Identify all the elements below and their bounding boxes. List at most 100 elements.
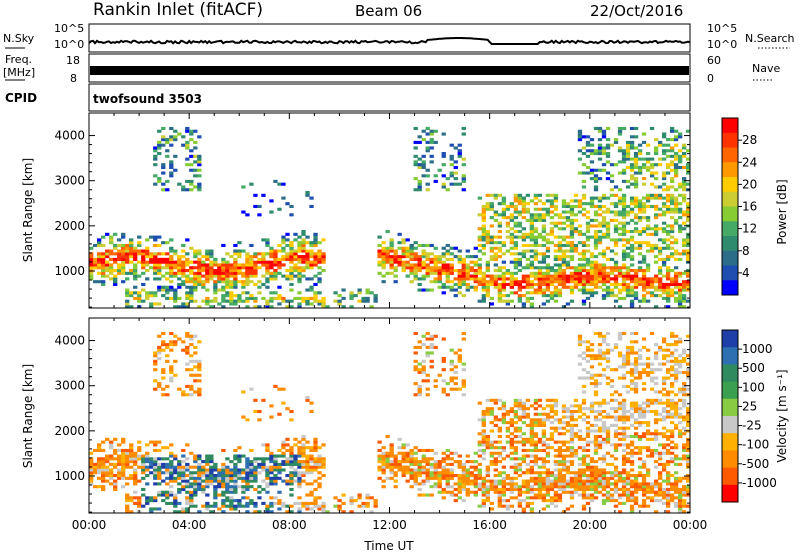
power-cell	[537, 218, 543, 222]
velocity-cell	[121, 457, 126, 461]
power-cell	[597, 266, 603, 270]
velocity-cell	[605, 479, 611, 483]
power-cell	[309, 263, 314, 267]
power-cell	[425, 252, 430, 256]
velocity-cell	[561, 465, 567, 469]
velocity-cell	[497, 398, 502, 402]
power-cell	[161, 288, 166, 292]
velocity-cell	[497, 499, 502, 503]
power-cell	[645, 232, 651, 236]
power-cell	[165, 288, 170, 292]
power-cell	[657, 285, 663, 289]
power-cell	[405, 249, 410, 253]
velocity-cell	[197, 373, 202, 377]
velocity-cell	[637, 435, 643, 439]
power-cell	[617, 210, 623, 214]
power-cell	[209, 249, 214, 253]
power-cell	[589, 149, 595, 153]
velocity-cell	[537, 465, 543, 469]
power-cell	[145, 238, 150, 242]
velocity-cell	[549, 446, 555, 450]
power-cell	[425, 263, 430, 267]
velocity-cell	[589, 382, 595, 386]
power-cell	[505, 216, 510, 220]
velocity-cell	[633, 432, 639, 436]
velocity-cell	[489, 412, 494, 416]
velocity-cell	[209, 454, 214, 458]
power-cell	[677, 302, 683, 306]
power-cell	[577, 135, 583, 139]
power-cell	[621, 210, 627, 214]
velocity-cell	[629, 468, 635, 472]
power-cell	[253, 299, 258, 303]
velocity-cell	[529, 507, 535, 511]
power-cell	[501, 241, 506, 245]
power-cell	[661, 227, 667, 231]
velocity-cell	[485, 468, 490, 472]
velocity-cell	[601, 457, 607, 461]
velocity-cell	[497, 429, 502, 433]
velocity-cell	[117, 454, 122, 458]
power-cell	[113, 277, 118, 281]
velocity-cell	[169, 462, 174, 466]
power-cell	[525, 291, 531, 295]
velocity-cell	[405, 479, 410, 483]
velocity-cell	[133, 468, 138, 472]
velocity-cell	[101, 476, 106, 480]
power-cell	[217, 277, 222, 281]
power-cell	[121, 252, 126, 256]
power-cell	[113, 280, 118, 284]
power-cell	[569, 241, 575, 245]
power-cell	[605, 294, 611, 298]
power-cell	[557, 213, 563, 217]
power-cell	[269, 266, 274, 270]
velocity-cell	[185, 331, 190, 336]
power-cell	[605, 266, 611, 270]
power-cell	[289, 249, 294, 253]
power-cell	[161, 260, 166, 264]
power-cell	[569, 204, 575, 209]
power-cell	[297, 257, 302, 261]
velocity-cell	[633, 365, 639, 369]
velocity-cell	[349, 496, 354, 500]
velocity-cell	[245, 457, 250, 461]
power-cell	[657, 213, 663, 217]
power-cell	[633, 285, 639, 289]
velocity-cell	[293, 501, 298, 505]
power-cell	[165, 257, 170, 261]
power-cell	[501, 271, 506, 275]
power-cell	[213, 299, 218, 303]
power-cell	[237, 266, 242, 270]
velocity-cell	[585, 474, 591, 478]
velocity-cell	[205, 454, 210, 458]
power-cell	[461, 177, 466, 181]
power-cell	[633, 196, 639, 200]
velocity-cell	[237, 474, 242, 478]
power-cell	[129, 305, 134, 309]
velocity-cell	[145, 460, 150, 464]
power-cell	[589, 218, 595, 222]
power-cell	[445, 285, 450, 289]
velocity-cell	[613, 457, 619, 461]
power-cell	[617, 213, 623, 217]
velocity-cell	[497, 426, 502, 430]
velocity-cell	[545, 398, 551, 402]
velocity-cell	[645, 429, 651, 433]
velocity-cell	[277, 499, 282, 503]
power-cell	[417, 288, 422, 292]
velocity-cell	[149, 462, 154, 466]
power-cell	[189, 288, 194, 292]
velocity-cell	[629, 379, 635, 383]
velocity-cell	[549, 479, 555, 483]
power-cell	[605, 235, 611, 239]
velocity-cell	[489, 446, 494, 450]
velocity-cell	[485, 407, 490, 411]
power-cell	[525, 257, 531, 261]
power-cell	[509, 213, 515, 217]
power-cell	[657, 196, 663, 200]
velocity-cell	[613, 415, 619, 419]
velocity-cell	[261, 479, 266, 483]
power-cell	[521, 238, 527, 242]
power-cell	[521, 202, 527, 206]
velocity-cell	[637, 421, 643, 425]
